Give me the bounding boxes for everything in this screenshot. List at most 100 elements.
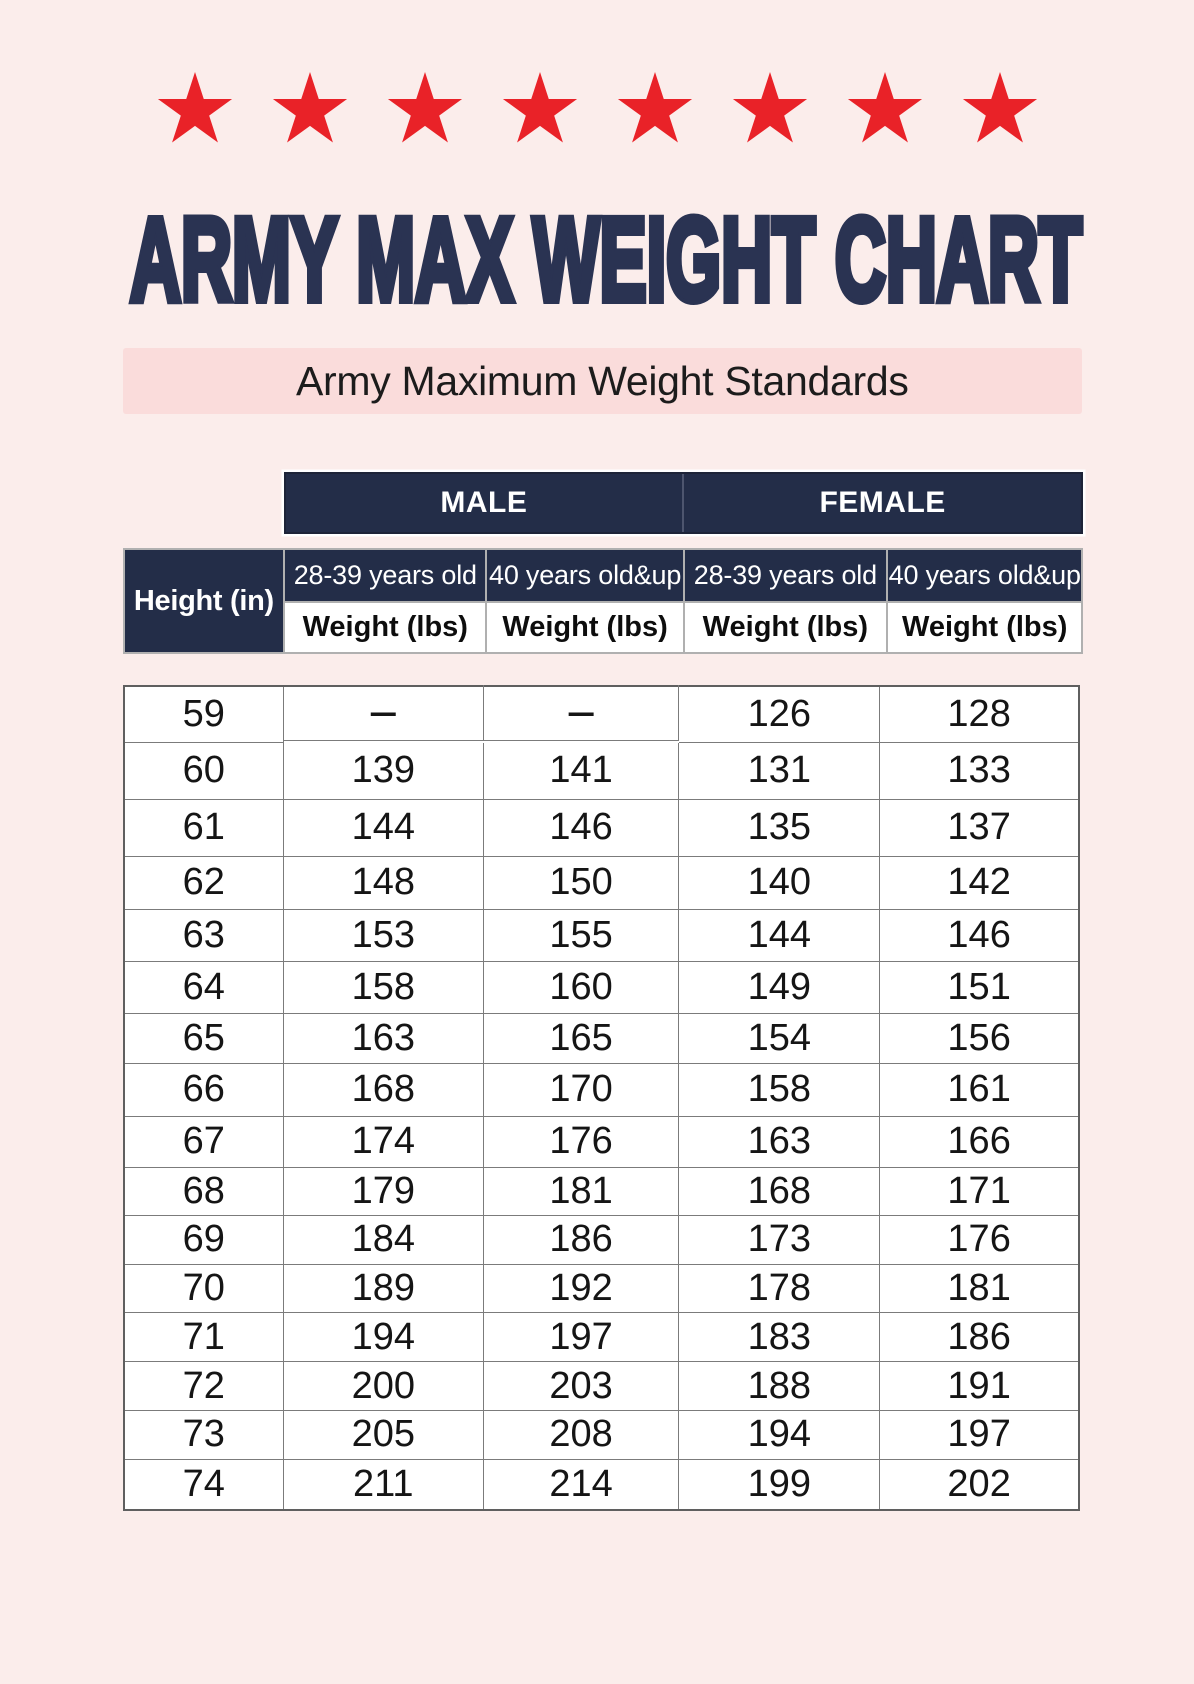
weight-value-cell: 137 [880,800,1078,857]
male-header: MALE [440,485,528,519]
page-title-graphic: ARMY MAX WEIGHT CHART [126,190,1086,330]
weight-value-cell: 183 [679,1313,881,1363]
height-cell: 70 [124,1264,284,1314]
weight-unit-header-1: Weight (lbs) [285,603,486,652]
weight-value-cell: 199 [679,1459,881,1509]
weight-value-cell: 151 [880,962,1078,1015]
age-group-header-1: 28-39 years old [285,550,486,601]
weight-value-cell: 191 [880,1362,1078,1412]
star-icon [387,72,462,143]
height-cell: 73 [124,1411,284,1460]
weight-value-cell: 208 [483,1411,680,1460]
weight-value-cell: — [483,684,680,742]
height-cell: 74 [125,1459,284,1509]
weight-value-cell: 211 [284,1459,484,1509]
weight-value-cell: — [283,684,484,742]
weight-value-cell: 161 [880,1064,1078,1117]
weight-value-cell: 156 [880,1014,1078,1065]
weight-value-cell: 135 [679,799,881,857]
female-header: FEMALE [682,473,1081,532]
age-group-header-3: 28-39 years old [684,550,886,601]
weight-value-cell: 173 [679,1215,881,1265]
weight-value-cell: 150 [483,856,680,910]
weight-value-cell: 158 [283,961,484,1015]
height-cell: 72 [124,1362,284,1412]
table-header-band: Height (in) 28-39 years old 40 years old&… [122,548,1084,654]
height-cell: 61 [124,799,284,857]
weight-value-cell: 142 [880,857,1078,910]
weight-value-cell: 146 [483,799,680,857]
weight-value-cell: 176 [880,1216,1078,1265]
weight-value-cell: 166 [880,1117,1078,1168]
weight-value-cell: 189 [283,1264,484,1314]
weight-value-cell: 194 [283,1313,484,1363]
weight-unit-header-4: Weight (lbs) [887,603,1082,652]
star-icon [732,72,807,143]
weight-value-cell: 148 [283,856,484,910]
height-cell: 68 [124,1167,284,1216]
star-icon [847,72,922,143]
weight-value-cell: 176 [483,1116,680,1168]
star-icon [617,72,692,143]
weight-value-cell: 144 [679,909,881,962]
height-cell: 66 [124,1064,284,1117]
height-cell: 67 [124,1116,284,1168]
weight-unit-header-2: Weight (lbs) [487,603,683,652]
star-icon [962,72,1037,143]
weight-value-cell: 171 [880,1168,1078,1216]
weight-table-body: 59— —126 128 60 139 141 131 133 61 144 146 135 137 62… [122,684,1080,1511]
star-icon [272,72,348,143]
height-cell: 60 [124,743,284,800]
height-cell: 63 [124,909,284,962]
weight-value-cell: 149 [679,961,881,1015]
weight-value-cell: 197 [483,1313,680,1363]
height-cell: 69 [124,1215,284,1265]
weight-value-cell: 181 [880,1265,1078,1314]
height-cell: 64 [124,961,284,1015]
weight-value-cell: 179 [283,1167,484,1216]
weight-value-cell: 141 [483,743,680,800]
weight-value-cell: 214 [484,1459,680,1509]
weight-value-cell: 200 [283,1362,484,1412]
weight-value-cell: 174 [283,1116,484,1168]
subtitle-text: Army Maximum Weight Standards [296,357,909,404]
weight-value-cell: 168 [679,1167,881,1216]
height-cell: 71 [124,1313,284,1363]
weight-value-cell: 178 [679,1264,881,1314]
weight-value-cell: 133 [880,743,1078,800]
weight-value-cell: 186 [880,1313,1078,1363]
weight-value-cell: 154 [679,1014,881,1065]
star-icon [157,72,233,143]
weight-value-cell: 128 [880,687,1078,744]
subtitle-banner: Army Maximum Weight Standards [122,347,1082,414]
height-column-header: Height (in) [124,550,284,652]
weight-value-cell: 186 [483,1215,680,1265]
weight-value-cell: 192 [483,1264,680,1314]
weight-value-cell: 155 [483,909,680,962]
weight-value-cell: 188 [679,1362,881,1412]
weight-value-cell: 170 [483,1064,680,1117]
weight-value-cell: 194 [679,1411,881,1460]
weight-value-cell: 202 [947,1462,1011,1505]
weight-value-cell: 181 [483,1167,680,1216]
height-cell: 62 [124,856,284,910]
weight-value-cell: 160 [483,961,680,1015]
weight-value-cell: 165 [483,1014,680,1065]
weight-value-cell: 168 [283,1064,484,1117]
weight-value-cell: 140 [679,856,881,910]
weight-value-cell: 158 [679,1064,881,1117]
weight-value-cell: 197 [880,1411,1078,1460]
height-cell: 65 [124,1014,284,1065]
weight-value-cell: 144 [283,799,484,857]
weight-unit-header-3: Weight (lbs) [684,603,886,652]
height-cell: 59 [124,686,284,744]
weight-value-cell: 163 [283,1014,484,1065]
weight-value-cell: 205 [283,1411,484,1460]
star-icon [502,72,577,143]
stars-row [0,0,1194,160]
page-title: ARMY MAX WEIGHT CHART [130,194,1082,326]
weight-value-cell: 146 [880,910,1078,962]
weight-value-cell: 153 [283,909,484,962]
age-group-header-4: 40 years old&up [887,550,1082,601]
